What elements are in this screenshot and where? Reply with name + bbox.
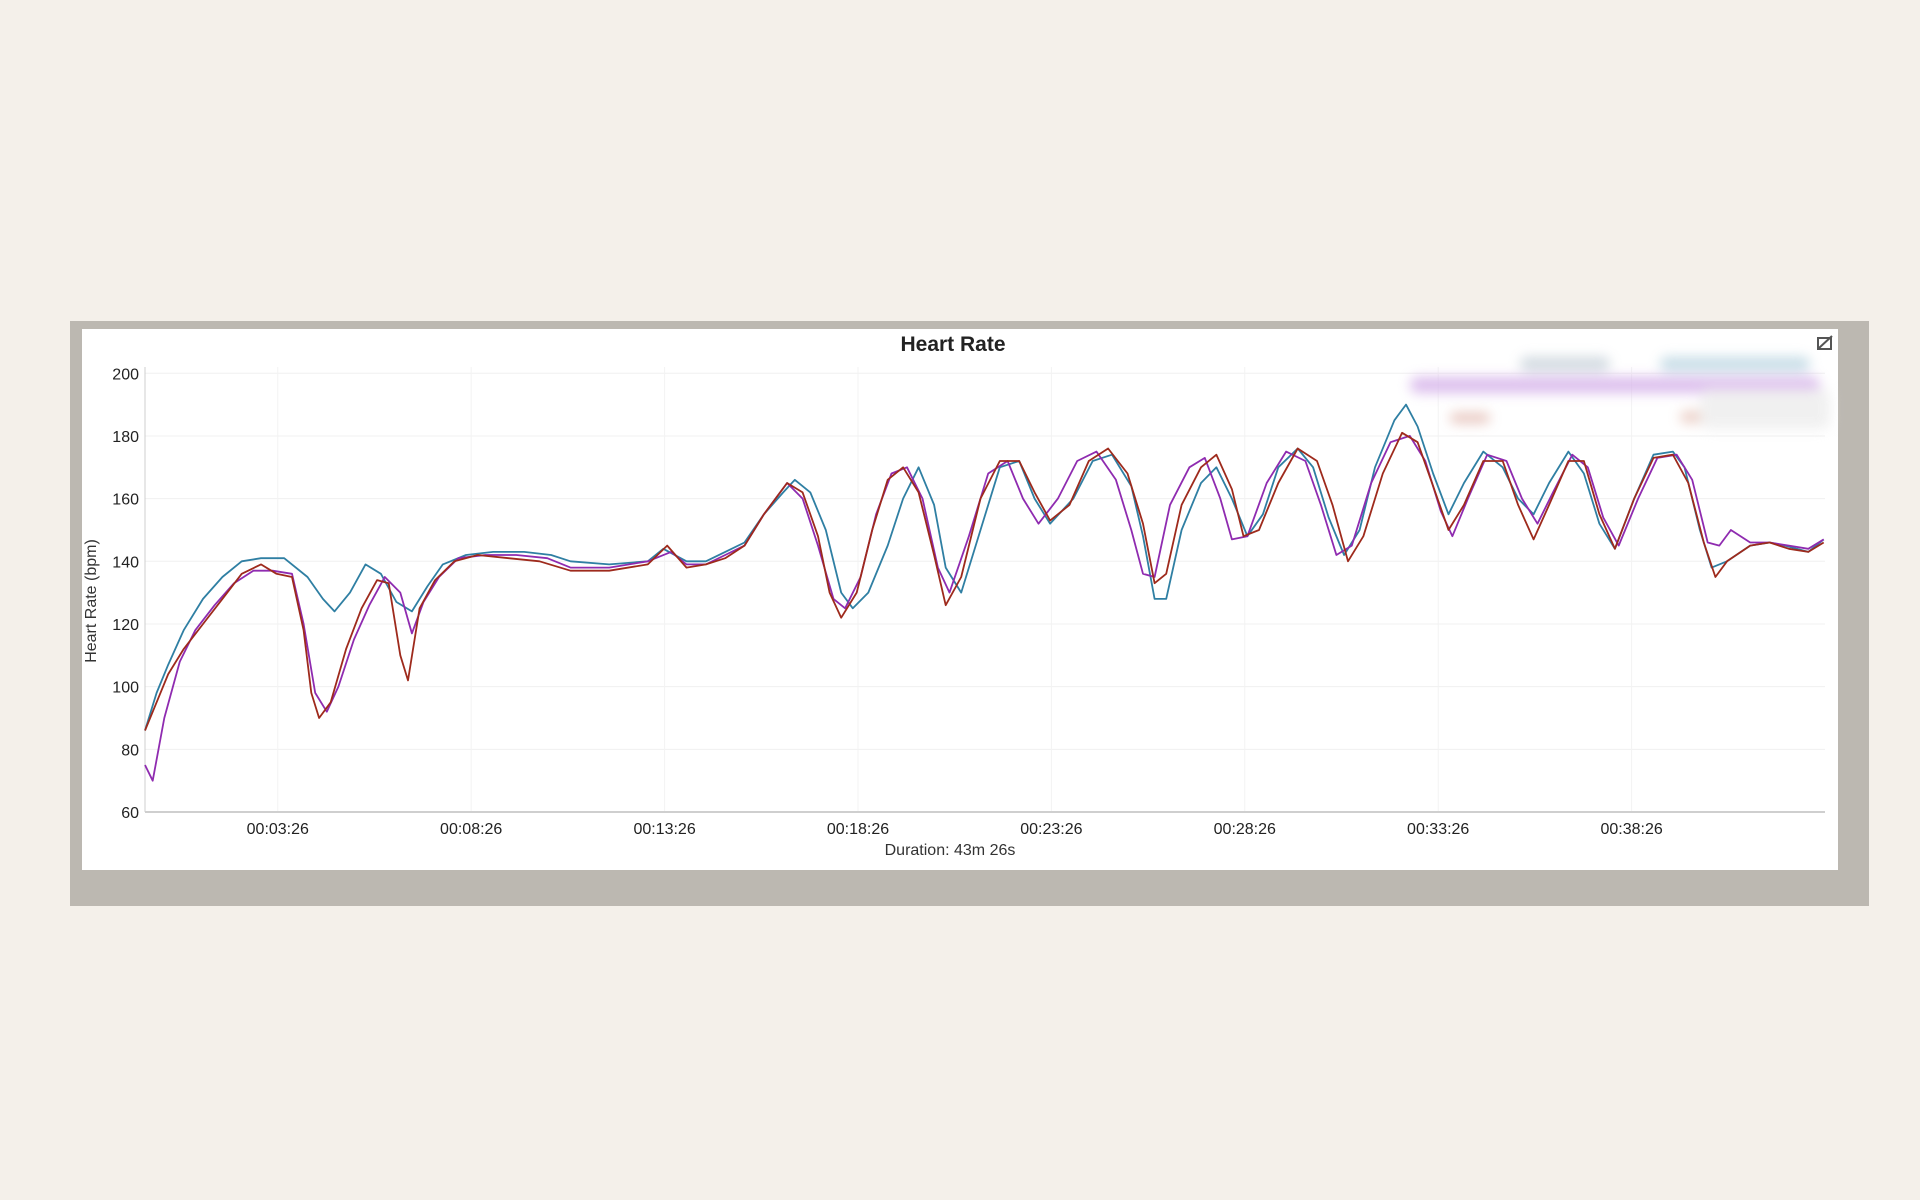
y-tick-label: 60 bbox=[121, 805, 139, 822]
x-tick-label: 00:33:26 bbox=[1407, 821, 1469, 838]
y-tick-label: 160 bbox=[112, 492, 139, 509]
x-tick-label: 00:18:26 bbox=[827, 821, 889, 838]
series-line-1 bbox=[144, 403, 1825, 731]
series-line-3 bbox=[144, 431, 1825, 731]
x-tick-label: 00:13:26 bbox=[633, 821, 695, 838]
y-tick-label: 180 bbox=[112, 429, 139, 446]
x-tick-label: 00:28:26 bbox=[1214, 821, 1276, 838]
axes bbox=[144, 367, 1825, 813]
x-tick-label: 00:23:26 bbox=[1020, 821, 1082, 838]
y-tick-label: 200 bbox=[112, 366, 139, 383]
zoom-reset-icon[interactable] bbox=[1815, 333, 1835, 353]
chart-title: Heart Rate bbox=[900, 333, 1005, 356]
y-tick-labels: 60 80 100 120 140 160 180 200 bbox=[112, 366, 139, 822]
y-axis-label: Heart Rate (bpm) bbox=[83, 539, 100, 663]
series-line-2 bbox=[144, 435, 1825, 782]
x-tick-label: 00:03:26 bbox=[247, 821, 309, 838]
chart-panel: 60 80 100 120 140 160 180 200 00:03:26 00:08:26 0… bbox=[82, 329, 1838, 870]
legend-obscured bbox=[1410, 353, 1830, 439]
y-tick-label: 140 bbox=[112, 554, 139, 571]
y-tick-label: 120 bbox=[112, 617, 139, 634]
y-tick-label: 100 bbox=[112, 680, 139, 697]
x-tick-label: 00:08:26 bbox=[440, 821, 502, 838]
y-tick-label: 80 bbox=[121, 742, 139, 759]
x-axis-label: Duration: 43m 26s bbox=[885, 842, 1016, 859]
x-tick-labels: 00:03:26 00:08:26 00:13:26 00:18:26 00:23:26… bbox=[247, 821, 1663, 838]
x-tick-label: 00:38:26 bbox=[1600, 821, 1662, 838]
series-lines bbox=[144, 403, 1825, 782]
gridlines bbox=[145, 367, 1825, 813]
